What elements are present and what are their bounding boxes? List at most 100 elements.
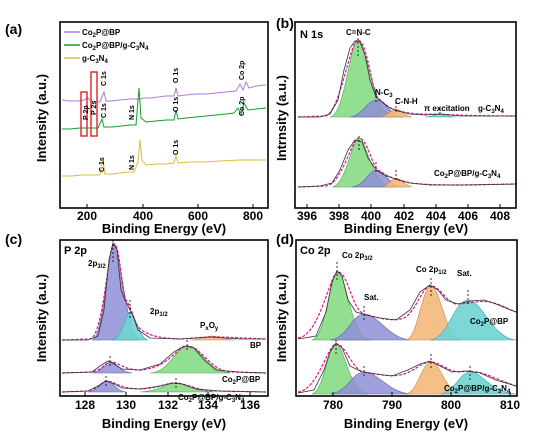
panel-d-tick-800: 800 (441, 398, 461, 412)
co2p-bot-sat2-fit (439, 371, 517, 395)
p2p-label-co2p-bp-gcn: Co2P@BP/g-C3N4 (178, 393, 245, 404)
panel-b-xticks: 396 398 400 402 404 406 408 (297, 204, 510, 223)
panel-d: (d) Intensity (a.u.) Binding Energy (eV) (274, 231, 520, 431)
panel-d-tick-780: 780 (323, 398, 343, 412)
p2p-label-co2p-bp: Co2P@BP (222, 375, 261, 386)
panel-d-tick-810: 810 (500, 398, 520, 412)
panel-c-title: P 2p (64, 245, 87, 257)
n1s-top-cnh-fit (379, 108, 413, 118)
peak-label-n1s-mid: N 1s (129, 105, 136, 120)
p2p-co2p-bp-gcn-raw (61, 380, 267, 393)
peak-label-co2p-mid: Co 2p (239, 97, 246, 116)
panel-c-frame (59, 239, 269, 397)
panel-c-tick-130: 130 (116, 398, 136, 412)
survey-gcn (62, 139, 266, 177)
panel-b-tick-404: 404 (426, 209, 446, 223)
panel-b-peak-labels: C=N-C N-C3 C-N-H π excitation g-C3N4 Co2… (346, 28, 504, 180)
panel-d-tick-790: 790 (382, 398, 402, 412)
panel-d-frame (295, 239, 518, 397)
panel-c-xticks: 128 130 132 134 136 (75, 392, 260, 412)
panel-d-xlabel: Binding Energy (eV) (344, 416, 468, 431)
peak-label-o1s-mid: O 1s (173, 97, 180, 112)
panel-b-tick-402: 402 (394, 209, 414, 223)
panel-a-xlabel: Binding Energy (eV) (102, 221, 226, 236)
panel-a-frame (59, 21, 269, 209)
panel-c-tick-134: 134 (198, 398, 218, 412)
panel-c: (c) Intensity (a.u.) Binding Energy (eV) (5, 231, 269, 431)
panel-b-tick-408: 408 (490, 209, 510, 223)
n1s-label-co2p-bp-gcn: Co2P@BP/g-C3N4 (434, 169, 501, 180)
panel-c-tick-128: 128 (75, 398, 95, 412)
panel-a-tag: (a) (5, 21, 22, 37)
panel-c-ylabel: Intensity (a.u.) (34, 274, 49, 362)
n1s-label-gcn: g-C3N4 (478, 104, 504, 115)
p2p-co2p-bp-raw (61, 345, 267, 374)
panel-d-peak-labels: Co 2p3/2 Sat. Co 2p1/2 Sat. Co2P@BP Co2P… (342, 251, 511, 395)
legend-label-co2p-bp: Co2P@BP (82, 28, 121, 39)
panel-b-tick-406: 406 (458, 209, 478, 223)
p2p-bp-pxoy-fit (189, 335, 237, 341)
co2p-label-co2p-bp-gcn: Co2P@BP/g-C3N4 (444, 384, 511, 395)
panel-c-tick-132: 132 (158, 398, 178, 412)
co2p-top-sat2-fit (429, 299, 517, 341)
n1s-label-cnc: C=N-C (346, 28, 371, 37)
p2p-co2p-bp-high-fit (149, 345, 231, 374)
peak-label-co2p-top: Co 2p (239, 61, 246, 80)
p2p-label-pxoy: PxOy (200, 321, 219, 332)
peak-label-o1s-bot: O 1s (173, 140, 180, 155)
panel-c-xlabel: Binding Energy (eV) (102, 416, 226, 431)
panel-b-tick-398: 398 (329, 209, 349, 223)
n1s-bot-envelope (297, 137, 516, 188)
panel-c-peak-labels: 2p3/2 2p1/2 PxOy BP Co2P@BP Co2P@BP/g-C3… (88, 259, 262, 404)
co2p-top-envelope (297, 271, 517, 339)
panel-b-tick-400: 400 (361, 209, 381, 223)
peak-label-p2p: P 2p (83, 105, 90, 120)
highlight-box-p2p (80, 91, 88, 137)
survey-co2p-bp (61, 80, 267, 103)
panel-a: (a) Intensity (a.u.) Binding Energy (eV)… (5, 21, 269, 236)
p2p-label-2p12: 2p1/2 (150, 307, 168, 318)
p2p-co2p-bp-gcn-low-fit (87, 380, 127, 393)
panel-a-tick-600: 600 (188, 209, 208, 223)
co2p-label-sat2: Sat. (457, 269, 472, 278)
p2p-label-2p32: 2p3/2 (88, 259, 106, 270)
n1s-label-cnh: C-N-H (395, 97, 418, 106)
panel-a-tick-200: 200 (77, 209, 97, 223)
panel-d-ylabel: Intensity (a.u.) (274, 274, 289, 362)
co2p-label-2p32: Co 2p3/2 (342, 251, 373, 262)
panel-b: (b) Intrnsity (a.u.) Binding Energy (eV) (274, 15, 517, 236)
p2p-label-bp: BP (250, 341, 262, 350)
panel-c-tag: (c) (5, 231, 22, 247)
panel-d-xticks: 780 790 800 810 (323, 392, 520, 412)
legend-label-co2p-bp-gcn: Co2P@BP/g-C3N4 (82, 41, 149, 52)
panel-a-tick-400: 400 (133, 209, 153, 223)
co2p-bot-raw (297, 342, 517, 394)
peak-label-c1s-top: C 1s (101, 71, 108, 86)
co2p-label-co2p-bp: Co2P@BP (470, 317, 509, 328)
panel-b-title: N 1s (300, 29, 323, 41)
panel-a-tick-800: 800 (243, 209, 263, 223)
n1s-bot-raw (297, 139, 516, 188)
n1s-top-raw (298, 40, 516, 118)
p2p-bp-raw (62, 241, 266, 341)
panel-b-ylabel: Intrnsity (a.u.) (274, 75, 289, 161)
peak-label-p2s: P 2s (91, 101, 98, 115)
survey-co2p-bp-gcn (62, 87, 267, 130)
legend-label-gcn: g-C3N4 (82, 54, 108, 65)
peak-label-n1s-bot: N 1s (129, 155, 136, 170)
panel-b-xlabel: Binding Energy (eV) (344, 221, 468, 236)
panel-a-xticks: 200 400 600 800 (77, 204, 263, 223)
panel-a-legend: Co2P@BP Co2P@BP/g-C3N4 g-C3N4 (64, 28, 149, 65)
highlight-box-p2s (90, 71, 98, 137)
panel-b-tag: (b) (276, 15, 294, 31)
panel-c-tick-136: 136 (240, 398, 260, 412)
co2p-label-2p12: Co 2p1/2 (416, 265, 447, 276)
peak-label-c1s-mid: C 1s (101, 103, 108, 118)
panel-d-tag: (d) (276, 231, 294, 247)
n1s-label-nc3: N-C3 (375, 88, 393, 99)
peak-label-o1s-top: O 1s (173, 68, 180, 83)
co2p-top-raw (297, 270, 517, 340)
panel-a-peak-labels: Co 2p O 1s C 1s P 2p P 2s O 1s N 1s C 1s… (83, 61, 246, 172)
co2p-label-sat1: Sat. (364, 293, 379, 302)
